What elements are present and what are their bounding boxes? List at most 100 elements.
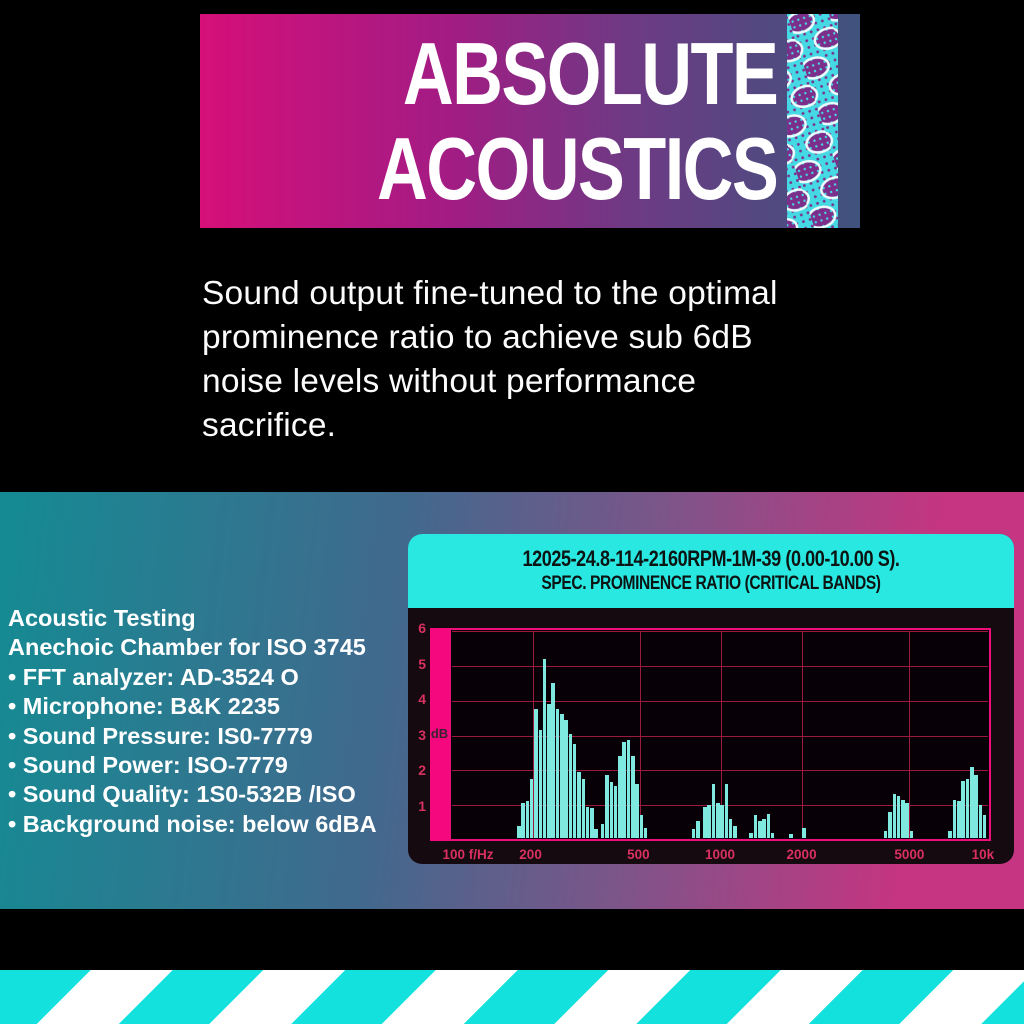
decorative-batik-pattern-strip [787,14,838,228]
spectrum-bar [643,827,648,838]
gridline-h [452,700,988,702]
spectrum-bar [720,804,724,838]
x-tick-label: 10k [971,847,995,862]
gridline-h [452,805,988,807]
spectrum-bar [901,799,905,838]
spectrum-bar [568,733,573,838]
spectrum-bar [716,803,720,838]
spectrum-bar [547,703,551,838]
spectrum-bar [948,831,952,838]
spectrum-bar [758,820,762,838]
db-axis-strip: dB [430,628,449,841]
page-title-line1: ABSOLUTE [402,24,779,123]
gridline-h [452,770,988,772]
spectrum-bar [594,829,598,838]
gridline-v [532,631,534,838]
spectrum-bar [585,806,590,838]
y-tick-label: 4 [418,691,426,707]
testing-band: Acoustic Testing Anechoic Chamber for IS… [0,492,1024,909]
y-tick-label: 1 [418,797,426,814]
y-tick-label: 3 [418,726,426,743]
spectrum-bar [622,742,626,838]
gridline-h [452,665,988,667]
spectrum-bar [970,766,974,838]
spectrum-bar [888,811,892,838]
spectrum-bar [762,818,766,838]
spectrum-bar [521,803,525,838]
chart-header: 12025-24.8-114-2160RPM-1M-39 (0.00-10.00… [408,534,1014,608]
spectrum-bar [639,815,644,838]
spectrum-bar [564,719,568,838]
spectrum-bar [961,780,965,838]
spectrum-bar [590,808,594,838]
x-tick-label: 500 [627,847,650,862]
spectrum-bar [572,743,577,838]
list-item: • Sound Pressure: IS0-7779 [8,722,313,749]
spectrum-bar [707,804,711,838]
x-tick-label: 5000 [894,847,925,862]
spectrum-bar [952,799,957,838]
striped-footer-band [0,970,1024,1024]
list-item: • Background noise: below 6dBA [8,810,377,837]
intro-line: sacrifice. [202,407,337,444]
x-tick-label: 200 [519,847,542,862]
chart-body: 1 2 3 4 5 6 dB 100 f/Hz 200 500 1000 2000 5000 10k [408,608,1014,864]
spectrum-bar [909,831,914,838]
intro-line: noise levels without performance [202,363,697,400]
spectrum-bar [542,658,547,838]
testing-heading: Acoustic Testing [8,605,196,631]
spectrum-bar [766,813,771,838]
spectrum-bar [618,756,622,838]
spectrum-bar [892,794,897,838]
spectrum-bar [605,775,609,838]
spectrum-bar [696,820,700,838]
spectrum-bar [974,775,978,838]
spectrum-bar [555,709,560,838]
spectrum-bar [517,825,521,838]
gridline-h [452,735,988,737]
y-tick-label: 2 [418,762,426,778]
gridline-v [909,631,911,838]
spectrum-bar [728,818,733,838]
spectrum-bar [978,804,983,838]
spectrum-bar [789,833,793,838]
spectrum-bar [802,827,806,838]
spectrum-bar [711,784,716,838]
page-title-line2: ACOUSTICS [376,119,779,218]
spectrum-bar [529,778,534,838]
spectrum-bar [600,824,605,838]
spectrum-bar [609,782,614,838]
gridline-v [640,631,642,838]
chart-title-line2: SPEC. PROMINENCE RATIO (CRITICAL BANDS) [541,573,881,594]
plot-inner [452,631,988,838]
spectrum-bar [753,815,758,838]
list-item: • Microphone: B&K 2235 [8,693,280,720]
list-item: • Sound Power: ISO-7779 [8,752,288,779]
spectrum-bar [560,714,564,838]
spectrum-bar [883,831,888,838]
intro-line: Sound output fine-tuned to the optimal [202,275,778,312]
x-tick-label: 2000 [786,847,817,862]
x-tick-label: 100 f/Hz [442,847,494,862]
gridline-v [801,631,803,838]
spectrum-bar [965,778,970,838]
list-item: • Sound Quality: 1S0-532B /ISO [8,781,356,808]
intro-paragraph: Sound output fine-tuned to the optimal p… [202,272,982,448]
spectrum-bar [896,796,901,838]
y-tick-label: 5 [418,655,426,672]
gridline-h [452,631,988,632]
spectrum-bar [525,801,530,838]
spectrum-bar [905,803,909,838]
spectrum-chart-card: 12025-24.8-114-2160RPM-1M-39 (0.00-10.00… [408,534,1014,864]
y-axis-label: dB [430,725,449,741]
gridline-v [721,631,722,838]
title-banner: ABSOLUTE ACOUSTICS [200,14,860,228]
spectrum-bar [733,825,737,838]
spectrum-bar [534,709,538,838]
spectrum-bar [631,756,635,838]
spectrum-bar [749,832,753,838]
list-item: • FFT analyzer: AD-3524 O [8,663,299,690]
spectrum-bar [724,784,729,838]
spectrum-plot [449,628,991,841]
